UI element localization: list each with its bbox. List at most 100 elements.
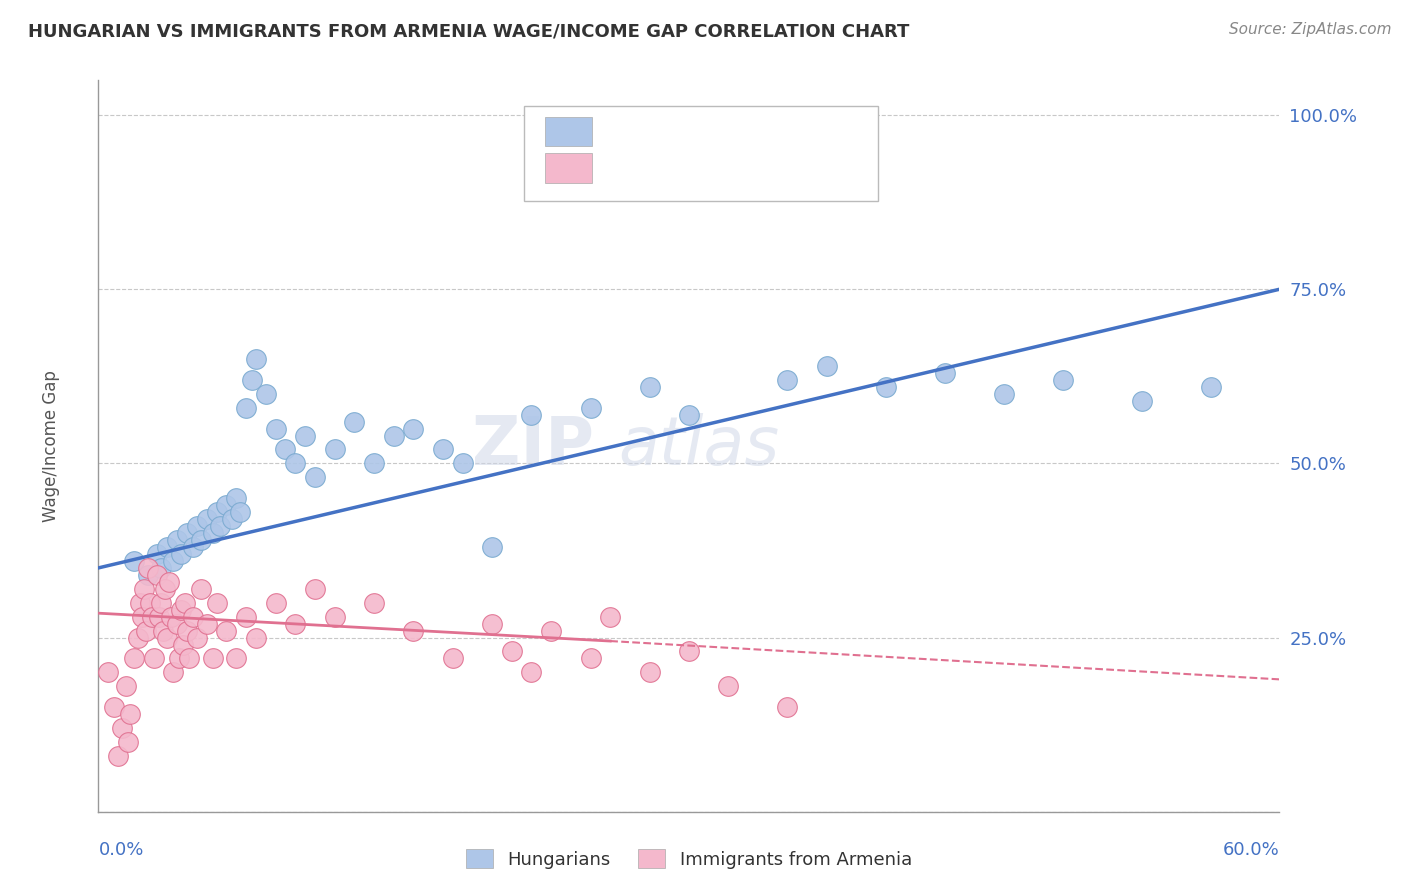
Point <box>162 554 184 568</box>
Point <box>579 401 602 415</box>
Point <box>142 651 165 665</box>
Point <box>451 457 474 471</box>
Point <box>136 561 159 575</box>
Point <box>284 457 307 471</box>
Text: HUNGARIAN VS IMMIGRANTS FROM ARMENIA WAGE/INCOME GAP CORRELATION CHART: HUNGARIAN VS IMMIGRANTS FROM ARMENIA WAG… <box>28 22 910 40</box>
Point <box>875 380 897 394</box>
Point <box>323 609 346 624</box>
Point <box>245 351 267 366</box>
Text: ZIP: ZIP <box>472 413 595 479</box>
Text: R = 0.602: R = 0.602 <box>605 120 702 139</box>
Point <box>402 624 425 638</box>
Point <box>235 609 257 624</box>
Point <box>157 574 180 589</box>
Point <box>131 609 153 624</box>
Point <box>776 373 799 387</box>
Point <box>323 442 346 457</box>
Point <box>579 651 602 665</box>
Point <box>141 609 163 624</box>
Point <box>934 366 956 380</box>
Point <box>638 665 661 680</box>
Text: N = 60: N = 60 <box>742 157 815 176</box>
FancyBboxPatch shape <box>523 106 877 201</box>
Point <box>152 624 174 638</box>
Point <box>156 540 179 554</box>
Point <box>166 533 188 547</box>
Point <box>190 582 212 596</box>
Point <box>441 651 464 665</box>
Point <box>128 596 150 610</box>
Text: 0.0%: 0.0% <box>98 841 143 859</box>
Point <box>215 624 238 638</box>
Point <box>181 540 204 554</box>
Point <box>229 505 252 519</box>
Text: Wage/Income Gap: Wage/Income Gap <box>42 370 60 522</box>
Point <box>221 512 243 526</box>
Point <box>166 616 188 631</box>
Text: 60.0%: 60.0% <box>1223 841 1279 859</box>
Point <box>205 596 228 610</box>
Point <box>254 386 277 401</box>
Point <box>1199 380 1222 394</box>
Point <box>402 421 425 435</box>
Point <box>284 616 307 631</box>
Point <box>97 665 120 680</box>
Point <box>150 596 173 610</box>
Point <box>201 651 224 665</box>
Point <box>599 609 621 624</box>
Point <box>245 631 267 645</box>
Point <box>195 616 218 631</box>
Point <box>103 700 125 714</box>
Point <box>343 415 366 429</box>
Point <box>186 631 208 645</box>
Point <box>122 651 145 665</box>
Point <box>678 644 700 658</box>
Point <box>138 596 160 610</box>
Point <box>1130 393 1153 408</box>
Point <box>215 498 238 512</box>
Point <box>235 401 257 415</box>
Point <box>520 665 543 680</box>
Point <box>170 603 193 617</box>
Point <box>162 665 184 680</box>
Point <box>172 638 194 652</box>
Point <box>678 408 700 422</box>
Point <box>160 609 183 624</box>
Point <box>118 707 141 722</box>
Legend: Hungarians, Immigrants from Armenia: Hungarians, Immigrants from Armenia <box>458 842 920 876</box>
Point <box>148 609 170 624</box>
Point <box>190 533 212 547</box>
Text: N = 49: N = 49 <box>742 120 815 139</box>
Point <box>264 596 287 610</box>
Point <box>432 442 454 457</box>
Point <box>363 457 385 471</box>
Point <box>122 554 145 568</box>
Point <box>174 596 197 610</box>
Point <box>540 624 562 638</box>
Point <box>294 428 316 442</box>
Point <box>382 428 405 442</box>
Point <box>274 442 297 457</box>
Point <box>501 644 523 658</box>
Point <box>150 561 173 575</box>
Point <box>177 651 200 665</box>
Point <box>363 596 385 610</box>
Point <box>1052 373 1074 387</box>
Point <box>156 631 179 645</box>
Point <box>176 526 198 541</box>
Point <box>481 540 503 554</box>
Point <box>195 512 218 526</box>
Point <box>205 505 228 519</box>
Bar <box>546 117 592 146</box>
Point <box>111 721 134 735</box>
Point <box>240 373 263 387</box>
Point <box>304 470 326 484</box>
Point <box>132 582 155 596</box>
Point <box>520 408 543 422</box>
Point <box>107 749 129 764</box>
Point <box>717 679 740 693</box>
Point <box>638 380 661 394</box>
Point <box>225 491 247 506</box>
Point <box>146 567 169 582</box>
Point <box>115 679 138 693</box>
